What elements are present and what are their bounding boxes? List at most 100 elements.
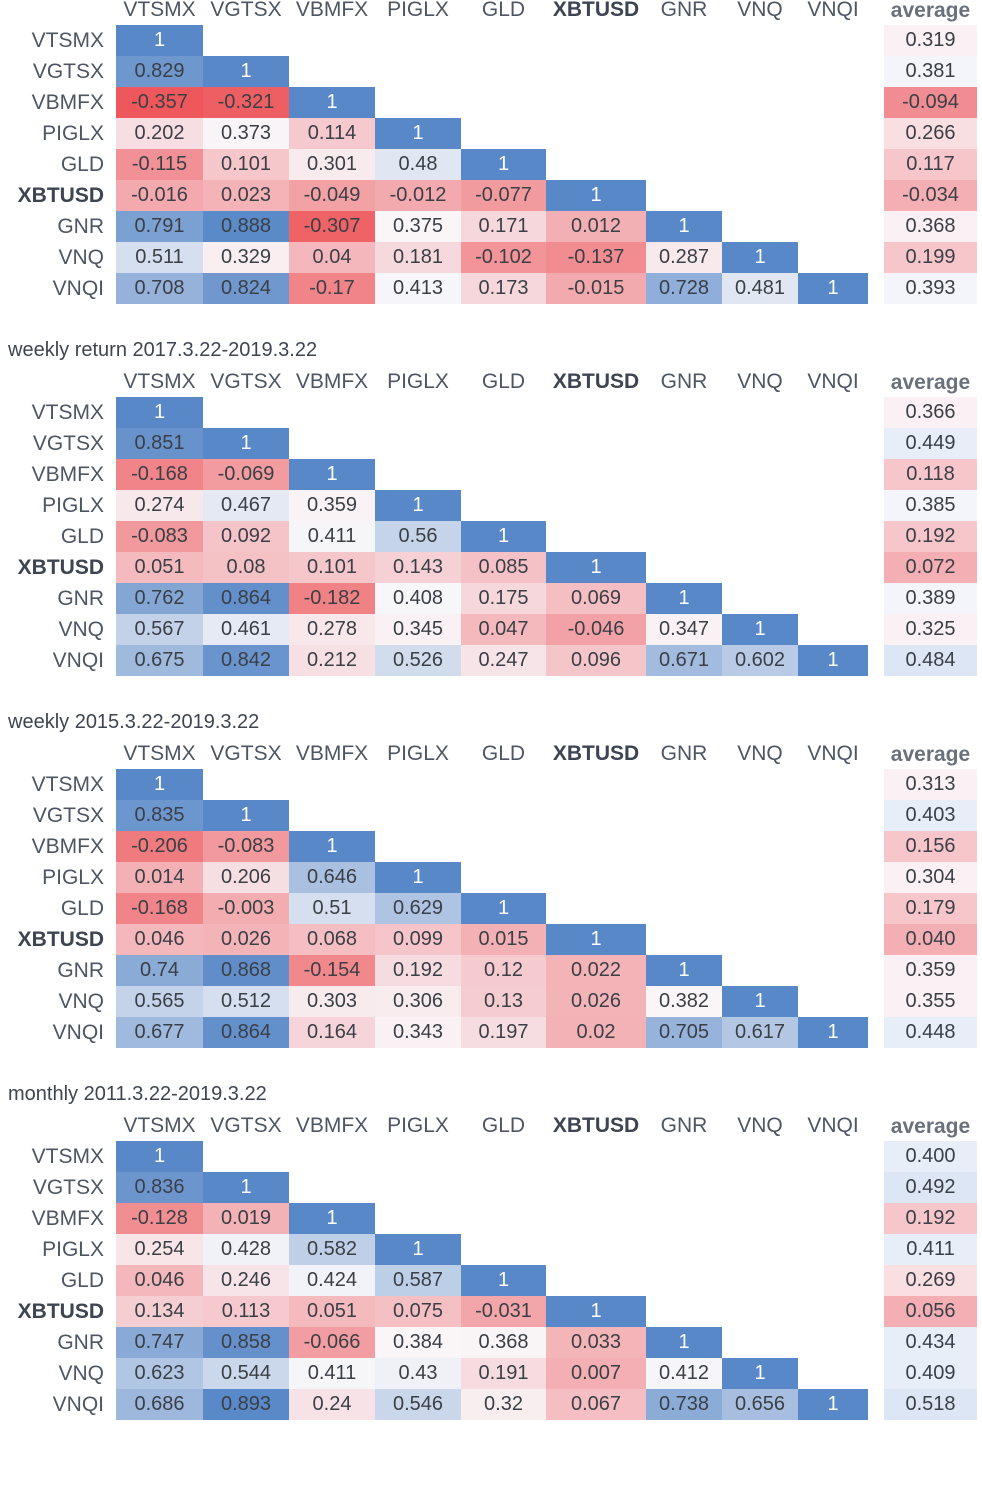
heatmap-cell: 0.888 — [203, 211, 289, 242]
heatmap-cell: 0.019 — [203, 1203, 289, 1234]
column-header: VBMFX — [295, 370, 369, 393]
heatmap-cell: 1 — [375, 862, 461, 893]
heatmap-cell: 0.359 — [289, 490, 375, 521]
heatmap-cell: 0.278 — [289, 614, 375, 645]
average-cell: 0.313 — [884, 769, 977, 800]
average-cell: 0.409 — [884, 1358, 977, 1389]
heatmap-cell: 0.368 — [461, 1327, 546, 1358]
heatmap-cell: 0.197 — [461, 1017, 546, 1048]
column-header: VBMFX — [295, 0, 369, 21]
average-cell: 0.199 — [884, 242, 977, 273]
row-label: VNQ — [58, 1361, 104, 1385]
heatmap-cell: -0.115 — [116, 149, 203, 180]
heatmap-cell: -0.307 — [289, 211, 375, 242]
average-cell: 0.366 — [884, 397, 977, 428]
heatmap-cell: 1 — [203, 56, 289, 87]
heatmap-cell: 0.512 — [203, 986, 289, 1017]
heatmap-cell: 0.143 — [375, 552, 461, 583]
average-cell: 0.304 — [884, 862, 977, 893]
heatmap-cell: 0.191 — [461, 1358, 546, 1389]
row-label: GNR — [57, 586, 104, 610]
heatmap-cell: 0.623 — [116, 1358, 203, 1389]
row-label: VGTSX — [32, 1175, 104, 1199]
heatmap-cell: 1 — [203, 800, 289, 831]
row-label: VBMFX — [31, 834, 104, 858]
heatmap-cell: 0.656 — [722, 1389, 798, 1420]
average-header: average — [890, 0, 971, 22]
heatmap-cell: 1 — [722, 614, 798, 645]
row-label: VNQ — [58, 617, 104, 641]
column-header: VBMFX — [295, 1114, 369, 1137]
heatmap-cell: 0.675 — [116, 645, 203, 676]
heatmap-cell: 0.56 — [375, 521, 461, 552]
heatmap-cell: 0.175 — [461, 583, 546, 614]
average-cell: 0.368 — [884, 211, 977, 242]
heatmap-cell: 1 — [798, 1017, 868, 1048]
heatmap-cell: 0.096 — [546, 645, 646, 676]
heatmap-cell: 0.192 — [375, 955, 461, 986]
heatmap-cell: -0.083 — [116, 521, 203, 552]
column-header: VNQ — [737, 742, 783, 765]
heatmap-title: monthly 2011.3.22-2019.3.22 — [8, 1083, 267, 1105]
heatmap-cell: 1 — [546, 180, 646, 211]
heatmap-cell: -0.182 — [289, 583, 375, 614]
heatmap-cell: 0.51 — [289, 893, 375, 924]
heatmap-cell: 0.762 — [116, 583, 203, 614]
heatmap-cell: 0.411 — [289, 521, 375, 552]
row-label: VNQ — [58, 245, 104, 269]
heatmap-cell: 1 — [289, 459, 375, 490]
column-header: GLD — [481, 1114, 526, 1137]
heatmap-cell: 0.646 — [289, 862, 375, 893]
heatmap-cell: 1 — [116, 25, 203, 56]
average-cell: 0.385 — [884, 490, 977, 521]
row-label: VNQI — [52, 1392, 104, 1416]
heatmap-cell: 0.868 — [203, 955, 289, 986]
heatmap-block: weekly 2015.3.22-2019.3.22 VTSMX VGTSX VBMF… — [0, 711, 982, 1106]
heatmap-cell: 0.181 — [375, 242, 461, 273]
heatmap-cell: 0.023 — [203, 180, 289, 211]
heatmap-cell: 1 — [116, 397, 203, 428]
heatmap-cell: 0.287 — [646, 242, 722, 273]
heatmap-cell: 0.075 — [375, 1296, 461, 1327]
heatmap-cell: 0.893 — [203, 1389, 289, 1420]
heatmap-cell: 0.101 — [203, 149, 289, 180]
heatmap-cell: -0.069 — [203, 459, 289, 490]
row-label: VTSMX — [31, 28, 104, 52]
row-label: VGTSX — [32, 803, 104, 827]
row-label: PIGLX — [42, 493, 104, 517]
heatmap-cell: 0.412 — [646, 1358, 722, 1389]
heatmap-cell: 1 — [289, 87, 375, 118]
heatmap-block: weekly return 2017.3.22-2019.3.22 VTSMX VG… — [0, 339, 982, 734]
column-header: VNQI — [807, 370, 859, 393]
heatmap-cell: 0.007 — [546, 1358, 646, 1389]
heatmap-cell: 1 — [116, 1141, 203, 1172]
heatmap-cell: 0.026 — [203, 924, 289, 955]
heatmap-cell: 0.099 — [375, 924, 461, 955]
row-label: GNR — [57, 958, 104, 982]
heatmap-cell: -0.102 — [461, 242, 546, 273]
heatmap-cell: 0.461 — [203, 614, 289, 645]
average-cell: 0.192 — [884, 1203, 977, 1234]
average-cell: 0.389 — [884, 583, 977, 614]
average-cell: 0.269 — [884, 1265, 977, 1296]
heatmap-cell: 0.022 — [546, 955, 646, 986]
row-label: XBTUSD — [17, 183, 104, 207]
row-label: GLD — [60, 152, 104, 176]
heatmap-cell: 0.173 — [461, 273, 546, 304]
average-cell: 0.449 — [884, 428, 977, 459]
heatmap-cell: 1 — [646, 955, 722, 986]
heatmap-cell: 0.671 — [646, 645, 722, 676]
heatmap-cell: 0.32 — [461, 1389, 546, 1420]
column-header: VNQ — [737, 370, 783, 393]
heatmap-cell: 0.705 — [646, 1017, 722, 1048]
heatmap-cell: 1 — [289, 1203, 375, 1234]
row-label: GLD — [60, 524, 104, 548]
heatmap-cell: 0.791 — [116, 211, 203, 242]
heatmap-cell: 0.511 — [116, 242, 203, 273]
heatmap-cell: 0.629 — [375, 893, 461, 924]
heatmap-cell: 0.12 — [461, 955, 546, 986]
heatmap-cell: -0.046 — [546, 614, 646, 645]
heatmap-cell: -0.168 — [116, 459, 203, 490]
heatmap-cell: 0.345 — [375, 614, 461, 645]
